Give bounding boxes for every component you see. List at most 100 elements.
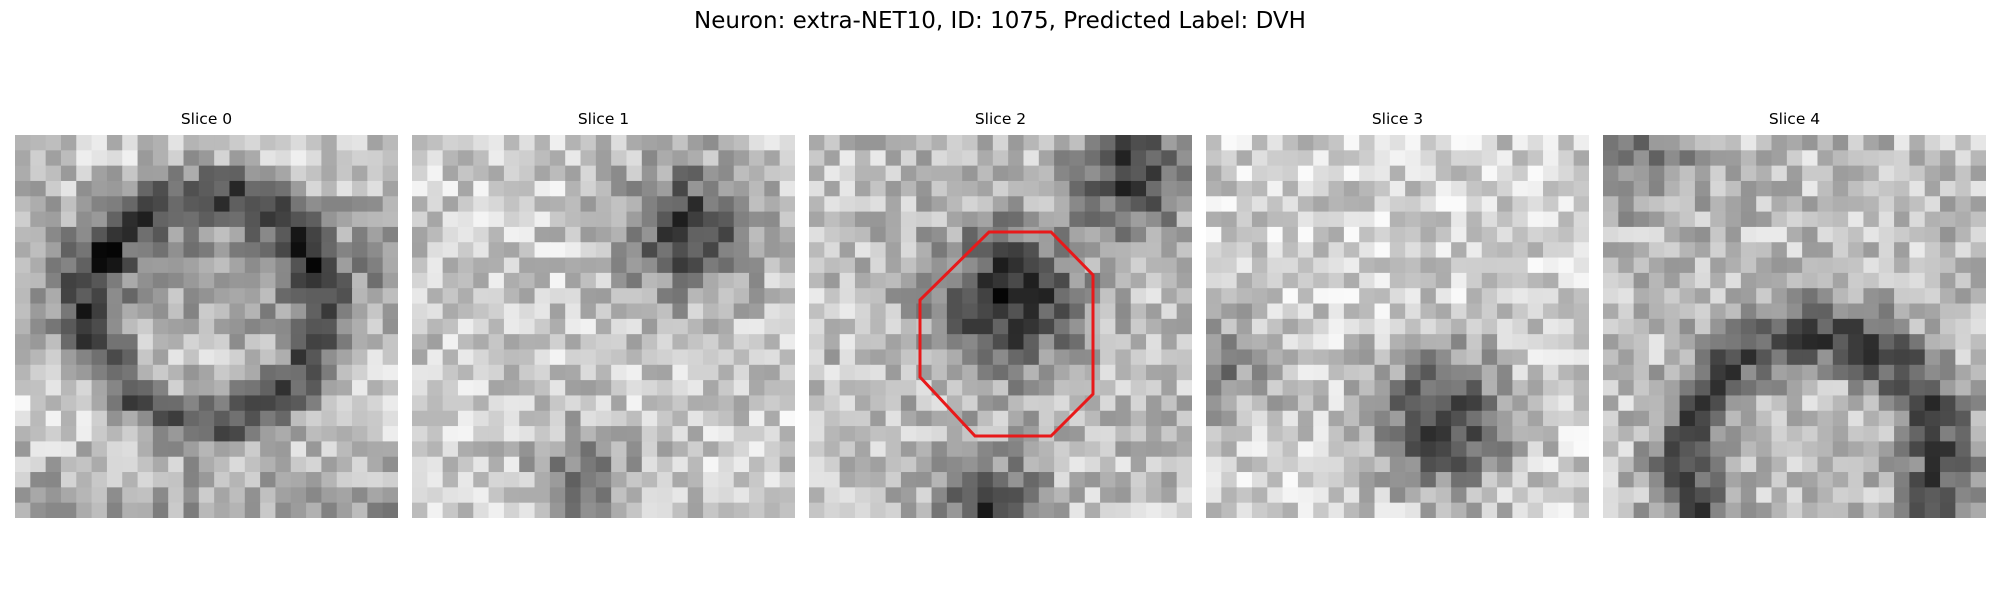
image-pixel xyxy=(244,349,261,366)
image-pixel xyxy=(1924,242,1941,259)
image-pixel xyxy=(1374,226,1391,243)
image-pixel xyxy=(1481,487,1498,504)
image-pixel xyxy=(1405,135,1422,151)
image-pixel xyxy=(1618,472,1635,488)
image-pixel xyxy=(1863,472,1880,488)
image-pixel xyxy=(1374,165,1391,182)
image-pixel xyxy=(1267,303,1284,320)
image-pixel xyxy=(1940,257,1956,274)
image-pixel xyxy=(672,272,689,289)
image-pixel xyxy=(1832,364,1849,381)
image-pixel xyxy=(839,318,856,335)
image-pixel xyxy=(1466,226,1483,243)
image-pixel xyxy=(1740,380,1757,397)
image-pixel xyxy=(1497,211,1513,228)
image-pixel xyxy=(900,242,917,259)
image-pixel xyxy=(672,303,689,320)
image-pixel xyxy=(1023,349,1040,366)
image-pixel xyxy=(1420,135,1437,151)
image-pixel xyxy=(672,441,689,458)
image-pixel xyxy=(580,196,597,213)
image-pixel xyxy=(885,502,902,518)
image-pixel xyxy=(1863,426,1880,442)
image-pixel xyxy=(1146,380,1162,397)
image-pixel xyxy=(870,180,887,197)
image-pixel xyxy=(1451,318,1468,335)
image-pixel xyxy=(900,380,917,397)
image-pixel xyxy=(534,288,551,305)
image-pixel xyxy=(1863,196,1880,213)
image-pixel xyxy=(565,303,582,320)
image-pixel xyxy=(503,472,520,488)
image-pixel xyxy=(1130,334,1147,351)
image-pixel xyxy=(275,150,292,167)
image-pixel xyxy=(1955,364,1972,381)
image-pixel xyxy=(1527,180,1544,197)
image-pixel xyxy=(352,272,368,289)
image-pixel xyxy=(91,410,108,427)
image-pixel xyxy=(1771,334,1788,351)
image-pixel xyxy=(1115,318,1132,335)
image-pixel xyxy=(1543,242,1559,259)
image-pixel xyxy=(977,211,994,228)
image-pixel xyxy=(60,395,77,412)
image-pixel xyxy=(473,349,490,366)
image-pixel xyxy=(290,150,307,167)
image-pixel xyxy=(306,303,322,320)
image-pixel xyxy=(1481,349,1498,366)
image-pixel xyxy=(1618,441,1635,458)
image-pixel xyxy=(275,456,292,473)
image-pixel xyxy=(519,226,536,243)
image-pixel xyxy=(1710,426,1727,442)
image-pixel xyxy=(1236,288,1253,305)
image-pixel xyxy=(626,303,643,320)
image-pixel xyxy=(275,242,292,259)
image-pixel xyxy=(1497,472,1513,488)
image-pixel xyxy=(1374,303,1391,320)
image-pixel xyxy=(198,303,215,320)
image-pixel xyxy=(1725,410,1742,427)
image-pixel xyxy=(549,180,566,197)
image-pixel xyxy=(1618,410,1635,427)
image-pixel xyxy=(412,242,428,259)
image-pixel xyxy=(1100,272,1116,289)
image-pixel xyxy=(1313,380,1330,397)
image-pixel xyxy=(885,226,902,243)
image-pixel xyxy=(1328,441,1345,458)
image-pixel xyxy=(457,257,474,274)
image-pixel xyxy=(1970,380,1986,397)
image-pixel xyxy=(1435,211,1452,228)
image-pixel xyxy=(931,349,948,366)
image-pixel xyxy=(1573,472,1589,488)
image-pixel xyxy=(824,165,841,182)
image-pixel xyxy=(457,165,474,182)
image-pixel xyxy=(1328,472,1345,488)
image-pixel xyxy=(91,180,108,197)
image-pixel xyxy=(412,487,428,504)
image-pixel xyxy=(1497,395,1513,412)
image-pixel xyxy=(839,502,856,518)
image-pixel xyxy=(1512,242,1529,259)
image-pixel xyxy=(1940,334,1956,351)
image-pixel xyxy=(152,472,169,488)
image-pixel xyxy=(1802,502,1819,518)
image-pixel xyxy=(1084,426,1101,442)
image-pixel xyxy=(45,349,62,366)
image-pixel xyxy=(565,288,582,305)
image-pixel xyxy=(718,410,735,427)
image-pixel xyxy=(1236,257,1253,274)
image-pixel xyxy=(1924,318,1941,335)
image-pixel xyxy=(15,288,31,305)
image-pixel xyxy=(1740,441,1757,458)
image-pixel xyxy=(1008,410,1025,427)
image-pixel xyxy=(1100,211,1116,228)
image-pixel xyxy=(1038,426,1055,442)
image-pixel xyxy=(382,288,398,305)
image-pixel xyxy=(168,426,185,442)
image-pixel xyxy=(1130,165,1147,182)
image-pixel xyxy=(106,410,123,427)
image-pixel xyxy=(1633,472,1650,488)
image-pixel xyxy=(473,272,490,289)
image-pixel xyxy=(657,288,674,305)
image-pixel xyxy=(198,226,215,243)
